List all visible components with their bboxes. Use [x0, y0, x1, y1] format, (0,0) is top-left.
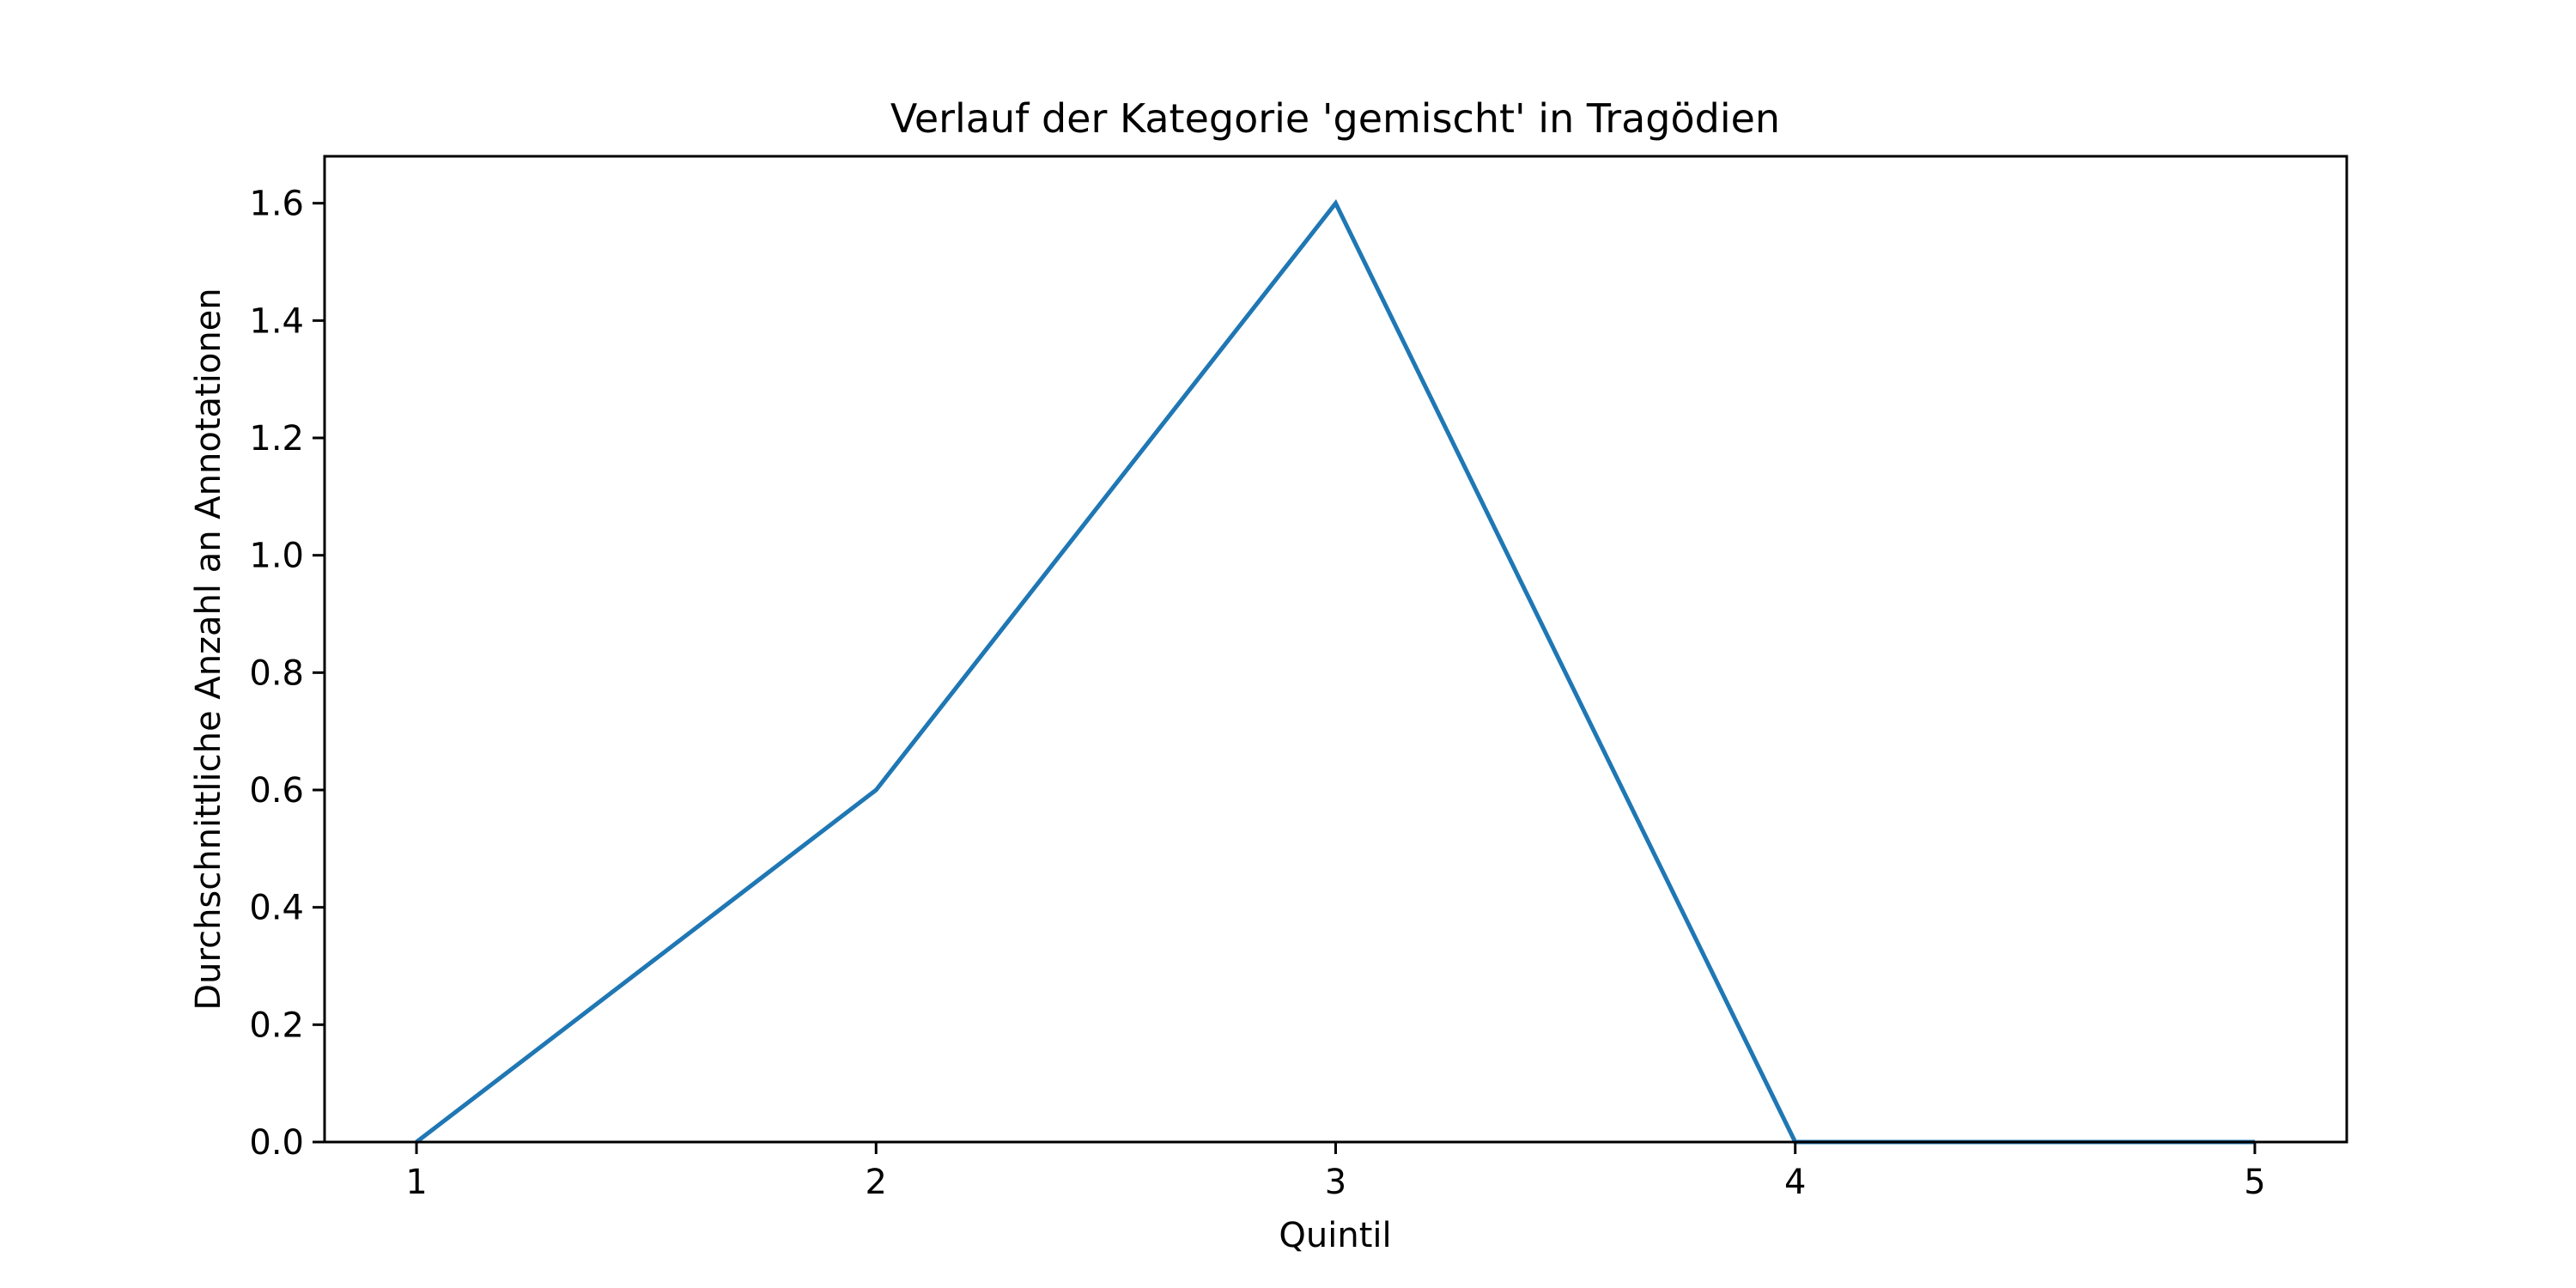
y-tick-label: 1.6: [249, 185, 304, 224]
y-axis-label: Durchschnittliche Anzahl an Annotationen: [189, 288, 228, 1010]
y-tick-label: 0.2: [249, 1005, 304, 1045]
y-tick-label: 1.2: [249, 419, 304, 459]
x-tick-label: 4: [1784, 1163, 1806, 1202]
x-tick-label: 1: [405, 1163, 427, 1202]
y-axis-ticks: 0.0 0.2 0.4 0.6 0.8 1.0 1.2 1.4 1.6: [249, 185, 325, 1163]
y-tick-label: 0.8: [249, 653, 304, 693]
y-tick-label: 1.0: [249, 537, 304, 576]
plot-frame: [323, 155, 2348, 1144]
x-axis-ticks: 1 2 3 4 5: [405, 1142, 2266, 1202]
y-tick-label: 1.4: [249, 301, 304, 341]
x-tick-label: 5: [2244, 1163, 2265, 1202]
y-tick-label: 0.6: [249, 771, 304, 811]
y-tick-label: 0.4: [249, 889, 304, 928]
y-tick-label: 0.0: [249, 1123, 304, 1163]
chart-title: Verlauf der Kategorie 'gemischt' in Trag…: [890, 95, 1780, 142]
x-axis-label: Quintil: [1279, 1216, 1391, 1255]
x-tick-label: 2: [866, 1163, 887, 1202]
x-tick-label: 3: [1325, 1163, 1346, 1202]
